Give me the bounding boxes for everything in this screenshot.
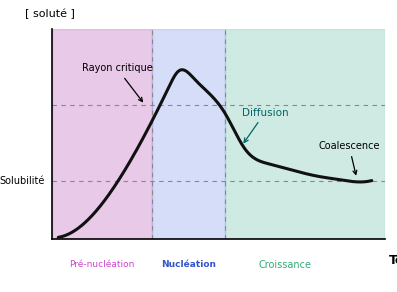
Text: Pré-nucléation: Pré-nucléation [69,260,134,270]
Bar [152,29,225,239]
Text: Diffusion: Diffusion [242,107,288,142]
Bar [52,29,152,239]
Text: Solubilité: Solubilité [0,175,45,186]
Text: Nucléation: Nucléation [161,260,216,270]
Text: Coalescence: Coalescence [318,141,380,174]
Bar [225,29,385,239]
Text: [ soluté ]: [ soluté ] [25,8,75,19]
Text: Croissance: Croissance [258,260,312,270]
Text: Rayon critique: Rayon critique [82,63,152,102]
Text: Temps: Temps [388,254,397,267]
